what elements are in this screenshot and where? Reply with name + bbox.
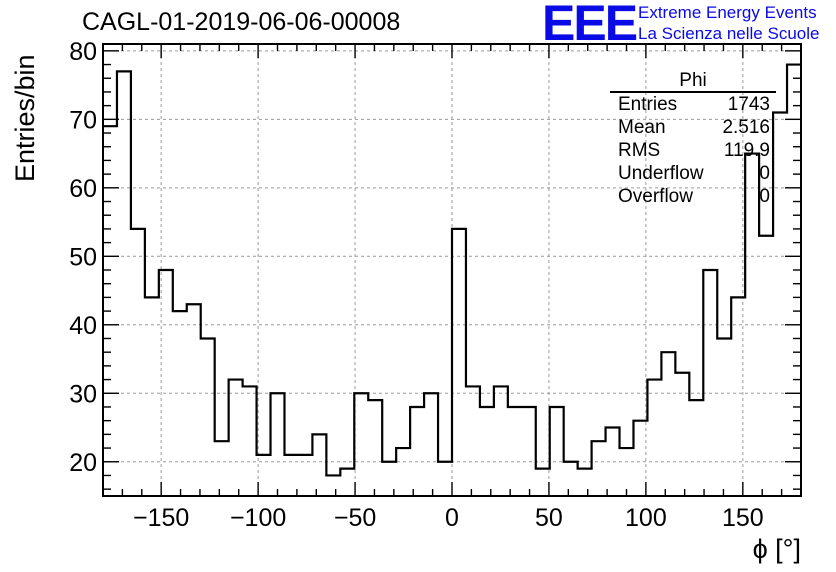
stats-row-entries: Entries 1743 bbox=[618, 94, 770, 116]
x-tick-label: 50 bbox=[535, 504, 563, 532]
y-tick-label: 70 bbox=[69, 106, 97, 134]
axis-ticks bbox=[102, 44, 802, 496]
histogram-outline bbox=[103, 63, 801, 477]
stats-value: 0 bbox=[759, 163, 770, 184]
x-tick-label: 0 bbox=[445, 504, 459, 532]
y-tick-label: 80 bbox=[69, 38, 97, 66]
x-tick-labels: −150 −100 −50 0 50 100 150 bbox=[133, 504, 764, 532]
stats-row-overflow: Overflow 0 bbox=[618, 186, 770, 208]
y-tick-label: 30 bbox=[69, 380, 97, 408]
stats-value: 2.516 bbox=[722, 117, 770, 138]
y-axis-title: Entries/bin bbox=[10, 54, 40, 182]
y-tick-label: 60 bbox=[69, 175, 97, 203]
y-tick-label: 50 bbox=[69, 243, 97, 271]
stats-row-mean: Mean 2.516 bbox=[618, 117, 770, 139]
y-tick-label: 20 bbox=[69, 449, 97, 477]
logo-line-1: Extreme Energy Events bbox=[638, 3, 817, 22]
x-tick-label: −50 bbox=[334, 504, 376, 532]
x-tick-label: 100 bbox=[625, 504, 667, 532]
stats-key: Mean bbox=[618, 117, 666, 138]
stats-key: RMS bbox=[618, 140, 661, 161]
y-tick-label: 40 bbox=[69, 312, 97, 340]
y-tick-labels: 20 30 40 50 60 70 80 bbox=[69, 38, 97, 477]
x-tick-label: −150 bbox=[133, 504, 189, 532]
stats-key: Underflow bbox=[618, 163, 704, 184]
stats-row-rms: RMS 119.9 bbox=[618, 140, 770, 162]
stats-name: Phi bbox=[679, 70, 707, 91]
stats-value: 1743 bbox=[727, 94, 770, 115]
stats-value: 119.9 bbox=[723, 140, 770, 161]
stats-value: 0 bbox=[759, 186, 770, 207]
logo-line-2: La Scienza nelle Scuole bbox=[638, 24, 820, 43]
x-tick-label: 150 bbox=[722, 504, 764, 532]
stats-row-underflow: Underflow 0 bbox=[618, 163, 770, 185]
stats-key: Entries bbox=[618, 94, 678, 115]
stats-divider bbox=[610, 91, 776, 93]
stats-key: Overflow bbox=[618, 186, 693, 207]
x-tick-label: −100 bbox=[230, 504, 286, 532]
eee-logo: EEE bbox=[542, 0, 638, 51]
x-axis-title: ϕ [°] bbox=[753, 534, 801, 564]
histogram-title: CAGL-01-2019-06-06-00008 bbox=[82, 8, 401, 36]
